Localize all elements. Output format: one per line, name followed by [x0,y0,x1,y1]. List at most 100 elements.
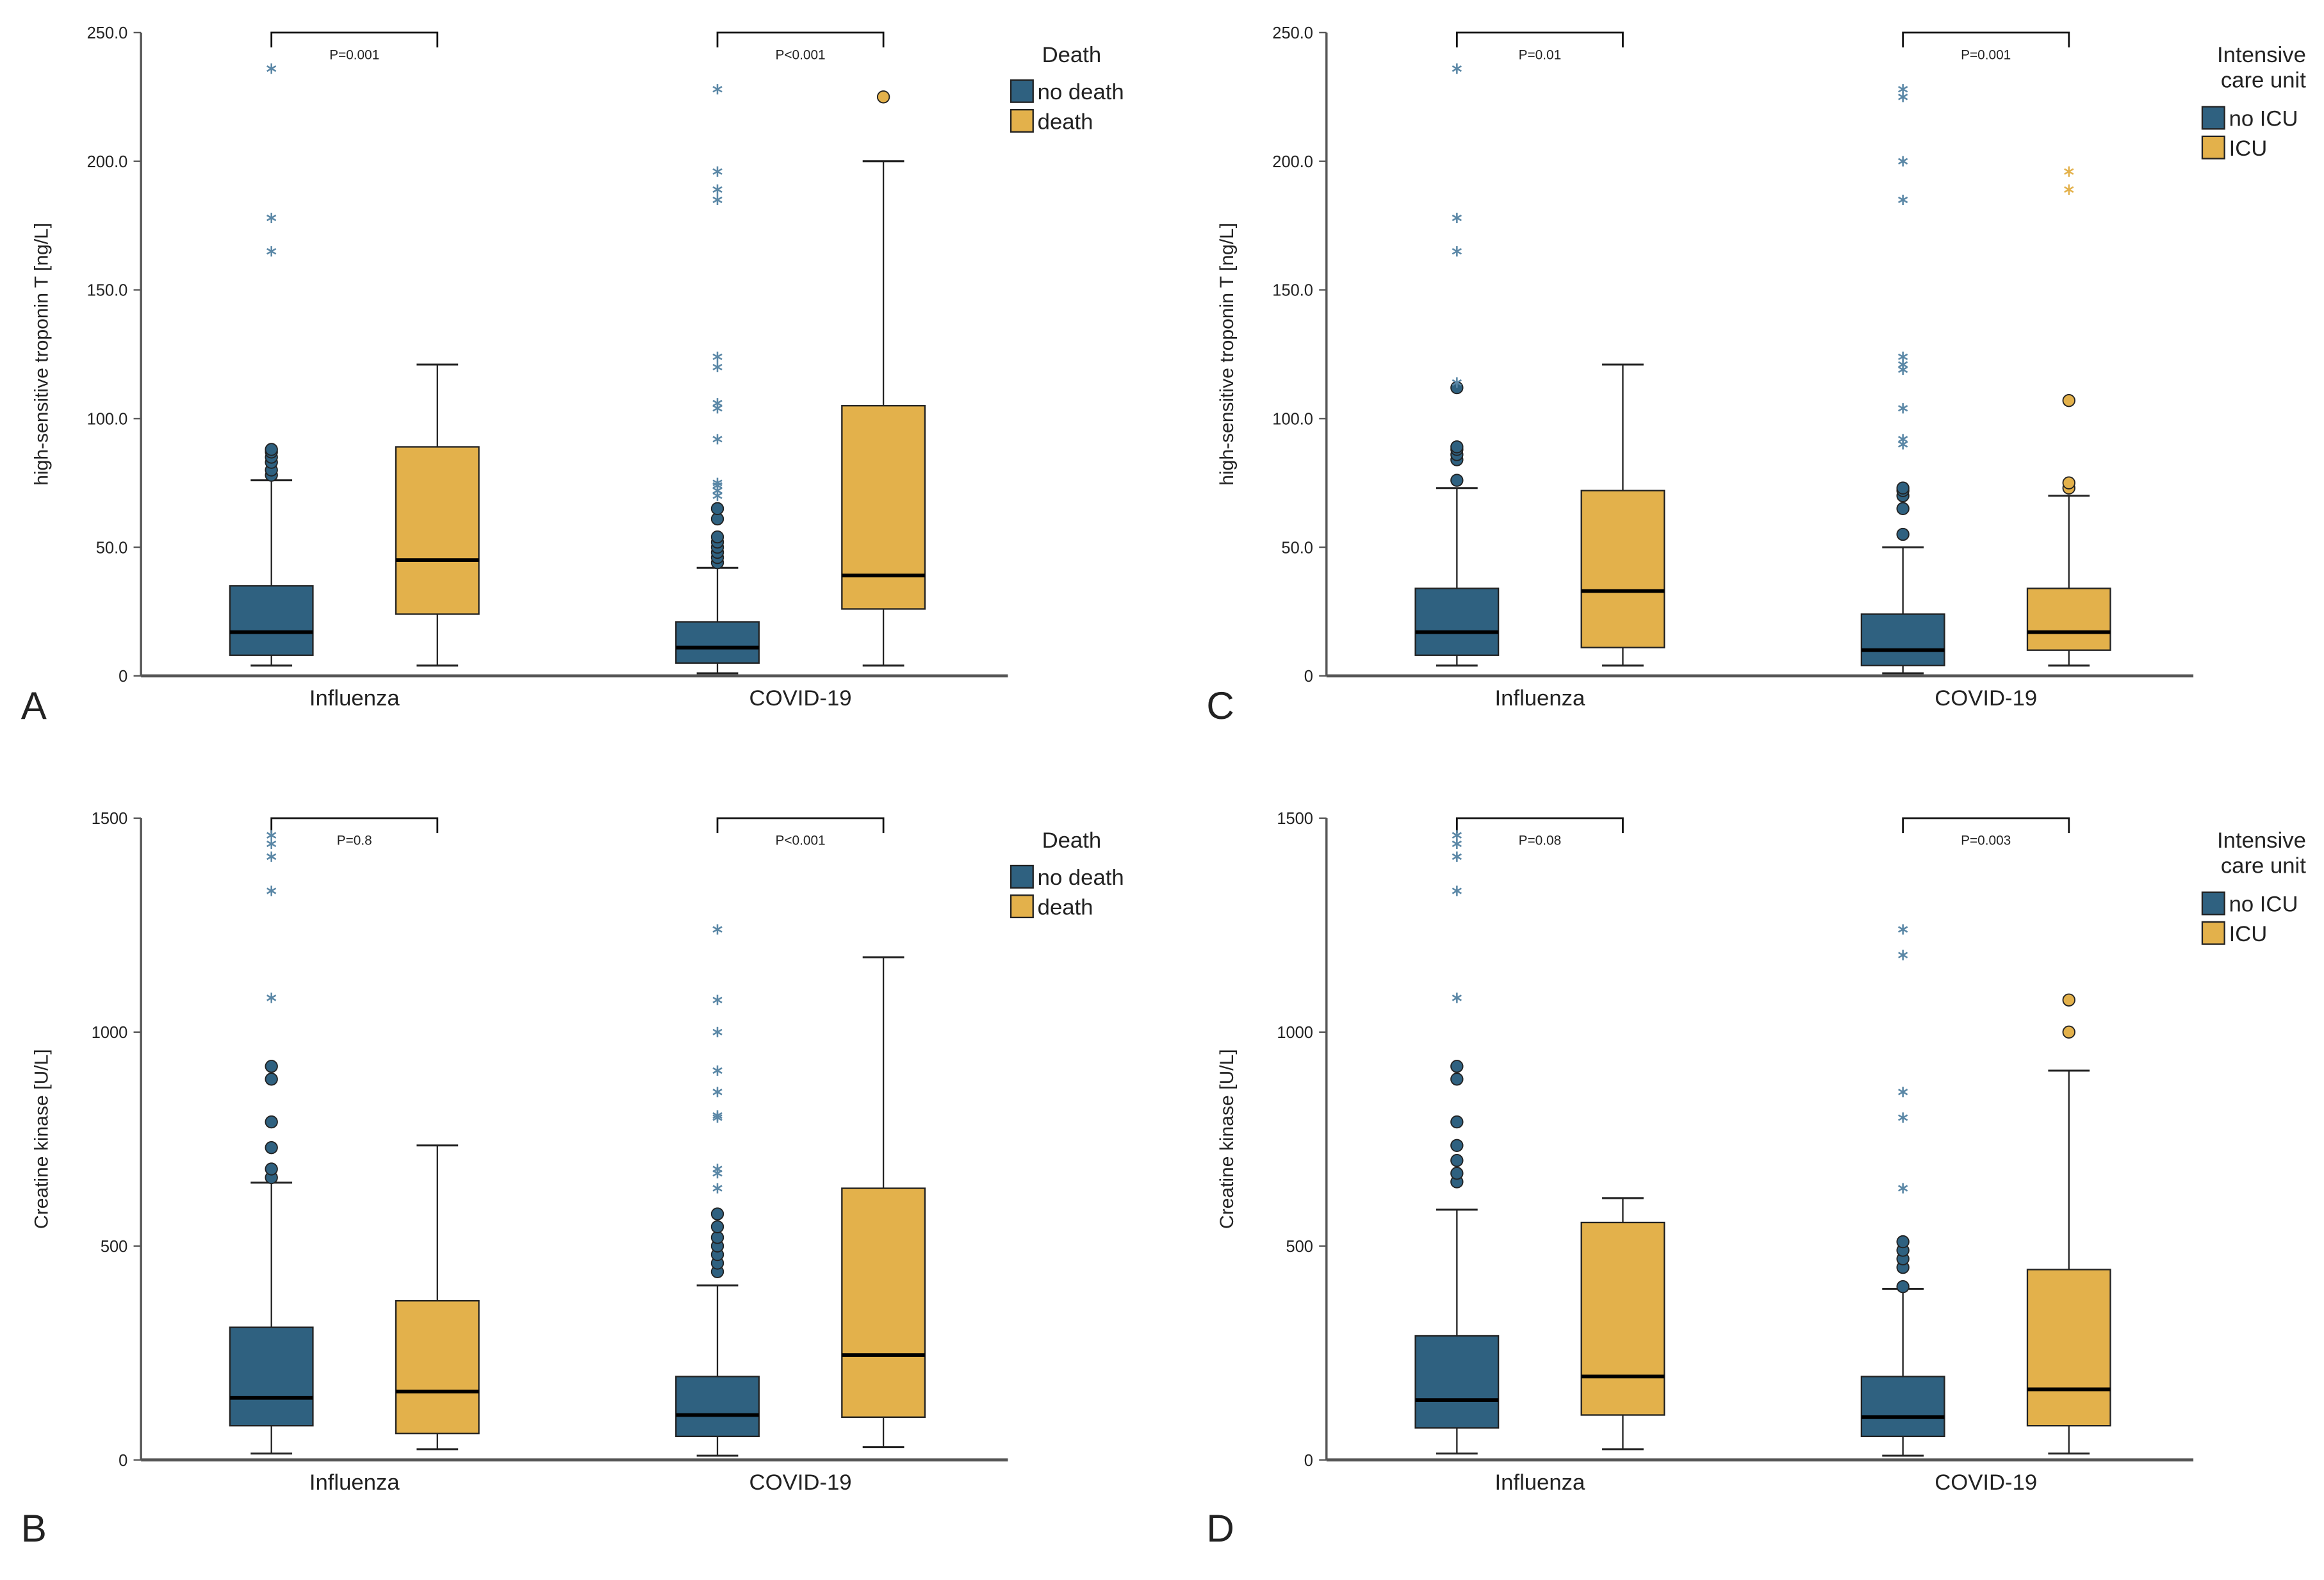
box-Influenza-death [395,1144,480,1451]
p-value-bracket [716,31,885,48]
box-iqr [229,1326,314,1427]
extreme-point [712,477,723,488]
y-tick-label: 0 [1304,1452,1313,1470]
extreme-point [1452,63,1462,74]
outlier-point [2062,993,2075,1007]
p-value-label: P=0.01 [1519,48,1562,63]
legend-entry: death [1038,110,1093,134]
panel-A: 0 50.0 100.0 150.0 200.0 250.0 high-sensitive … [21,24,1124,727]
box-COVID-19-no death [675,84,760,675]
p-value-label: P=0.8 [337,834,372,848]
extreme-point [712,1087,723,1098]
box-Influenza-no ICU [1414,830,1500,1455]
legend-title: Intensive [2217,43,2306,67]
outlier-point [2062,1025,2075,1039]
box-COVID-19-no death [675,924,760,1457]
y-axis-label: high-sensitive troponin T [ng/L] [31,223,52,486]
legend-entry: no death [1038,80,1124,104]
box-iqr [841,405,926,610]
box-COVID-19-ICU [2026,993,2111,1455]
box-Influenza-no death [229,63,314,667]
p-value-bracket [270,31,439,48]
legend-entry: no death [1038,866,1124,890]
outlier-point [1896,1235,1910,1249]
y-tick-label: 250.0 [87,24,128,42]
legend-entry: ICU [2229,136,2268,161]
outlier-point [710,502,724,516]
outlier-point [710,1220,724,1233]
extreme-point [712,351,723,362]
extreme-point [1452,851,1462,862]
legend-title: Intensive [2217,828,2306,853]
box-COVID-19-death [841,90,926,667]
panel-B: 0 500 1000 1500 Creatine kinase [U/L] B Influe… [21,810,1124,1550]
y-tick-label: 500 [1286,1238,1313,1256]
legend-entry: no ICU [2229,107,2298,131]
y-tick-label: 200.0 [87,153,128,171]
outlier-point [1450,1073,1464,1086]
y-tick-label: 100.0 [87,411,128,429]
extreme-point [1898,1183,1908,1194]
extreme-point [712,1110,723,1121]
x-tick-label: COVID-19 [1935,686,2037,711]
legend-swatch [1010,109,1034,133]
x-tick-label: COVID-19 [1935,1470,2037,1495]
outlier-point [710,1207,724,1221]
box-Influenza-death [395,363,480,667]
extreme-point [1452,246,1462,257]
panel-letter: B [21,1507,47,1550]
outlier-point [1896,481,1910,495]
panel-letter: C [1206,684,1234,727]
p-value-label: P<0.001 [776,48,826,63]
y-axis-label: Creatine kinase [U/L] [1216,1049,1238,1229]
panel-letter: A [21,684,47,727]
extreme-point [712,166,723,177]
outlier-point [876,90,890,104]
y-tick-label: 0 [119,668,127,686]
box-iqr [229,585,314,656]
extreme-point [712,994,723,1005]
y-axis-label: high-sensitive troponin T [ng/L] [1216,223,1238,486]
y-tick-label: 100.0 [1272,411,1313,429]
p-value-label: P=0.08 [1519,834,1562,848]
box-iqr [1860,613,1945,666]
legend-swatch [2201,135,2225,160]
box-COVID-19-no ICU [1860,924,1945,1457]
p-value-bracket [1455,817,1624,834]
p-value-bracket [716,817,885,834]
p-value-label: P=0.001 [1961,48,2011,63]
extreme-point [712,194,723,206]
extreme-point [1898,84,1908,95]
legend-title: Death [1042,828,1102,853]
legend-entry: death [1038,895,1093,919]
y-tick-label: 50.0 [1281,539,1313,557]
legend-swatch [2201,106,2225,130]
extreme-point [712,1183,723,1194]
y-tick-label: 1500 [1277,810,1313,828]
outlier-point [1450,1153,1464,1167]
box-COVID-19-ICU [2026,166,2111,667]
legend-swatch [1010,864,1034,889]
extreme-point [1452,377,1462,388]
extreme-point [712,184,723,195]
x-tick-label: Influenza [309,686,400,711]
y-tick-label: 500 [101,1238,127,1256]
outlier-point [265,1162,278,1176]
box-Influenza-ICU [1580,1197,1665,1451]
box-Influenza-no death [229,830,314,1455]
outlier-point [265,1073,278,1086]
box-iqr [841,1187,926,1418]
box-iqr [395,1300,480,1435]
y-tick-label: 200.0 [1272,153,1313,171]
box-iqr [675,1376,760,1438]
outlier-point [1896,1280,1910,1294]
extreme-point [1452,830,1462,841]
outlier-point [710,1231,724,1244]
extreme-point [712,1164,723,1174]
p-value-bracket [1902,31,2070,48]
y-tick-label: 0 [1304,668,1313,686]
legend-swatch [1010,79,1034,103]
extreme-point [266,885,277,896]
